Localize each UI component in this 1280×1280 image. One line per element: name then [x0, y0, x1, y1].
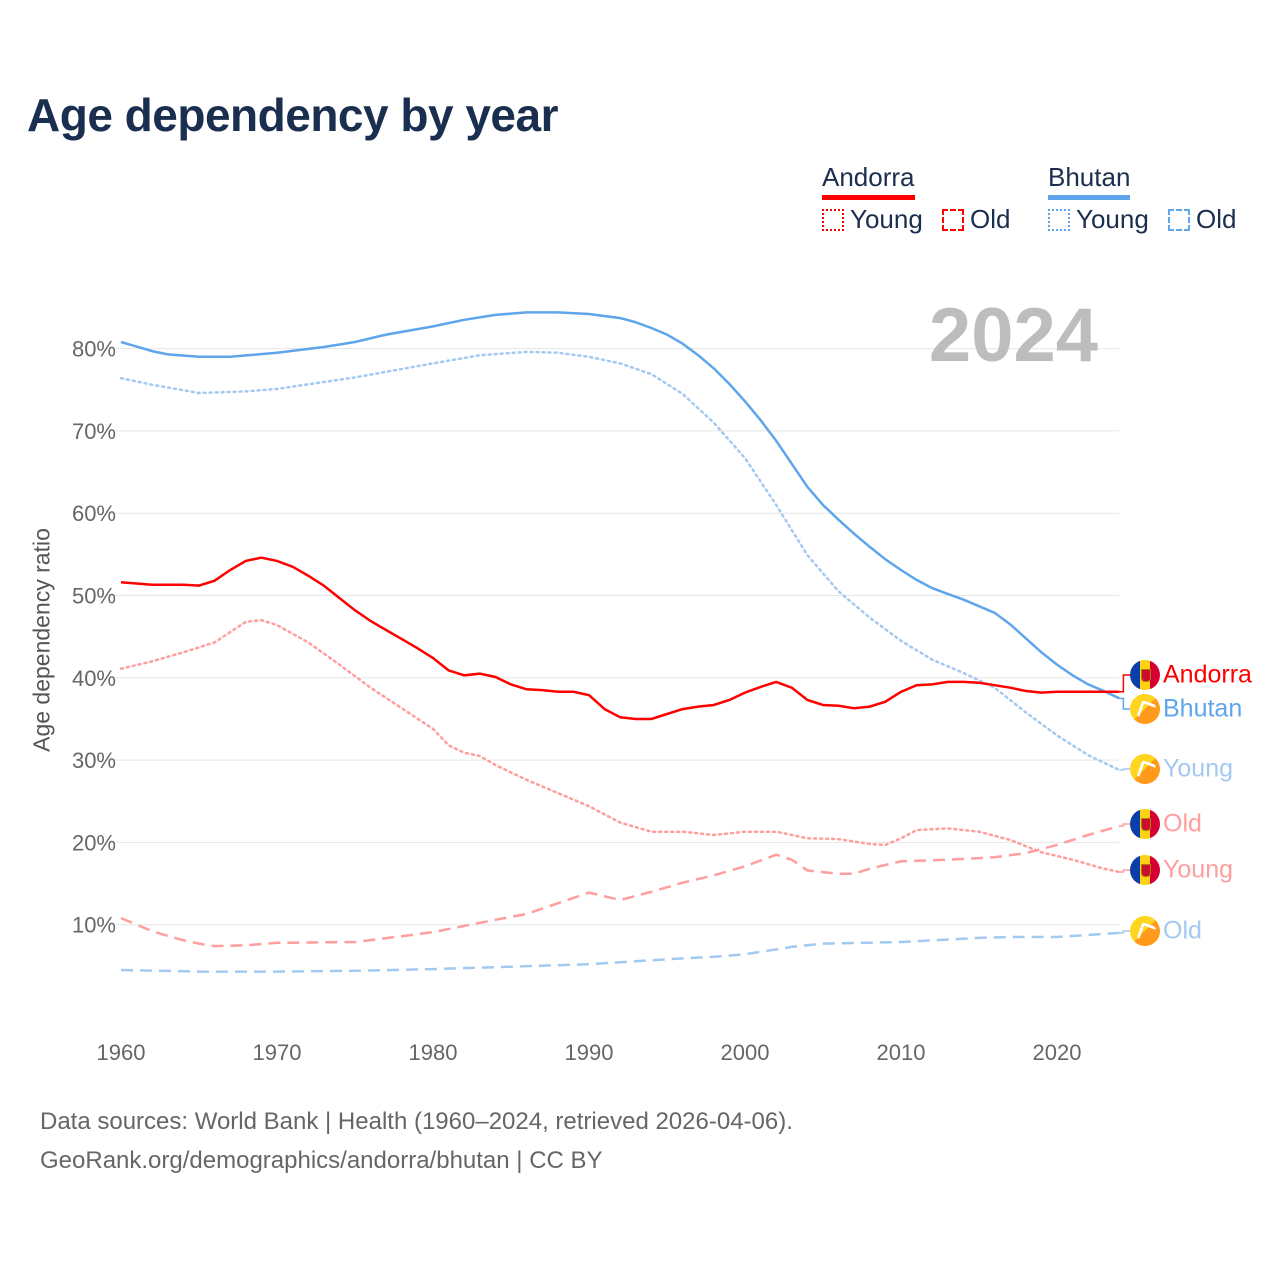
end-label: Young [1163, 754, 1233, 783]
dashed-swatch-icon [1168, 208, 1190, 231]
bhutan-flag-icon [1130, 754, 1160, 784]
x-tick-label: 2010 [877, 1040, 926, 1065]
end-label: Old [1163, 809, 1202, 838]
y-tick-label: 40% [72, 666, 116, 691]
legend-andorra-young[interactable]: Young [822, 204, 923, 235]
end-label-connector [1119, 674, 1132, 693]
end-label-connector [1119, 697, 1132, 710]
end-label: Young [1163, 855, 1233, 884]
legend-label: Young [1076, 204, 1149, 234]
end-label-connector [1119, 869, 1132, 873]
dotted-swatch-icon [1048, 208, 1070, 231]
andorra-flag-icon [1130, 660, 1160, 690]
chart-title: Age dependency by year [27, 89, 558, 141]
x-tick-label: 2020 [1033, 1040, 1082, 1065]
x-tick-label: 1960 [97, 1040, 146, 1065]
legend-label: Old [970, 204, 1011, 234]
andorra-flag-icon [1130, 855, 1160, 885]
legend-andorra[interactable]: Andorra [822, 162, 915, 200]
series-line-andorra-young [119, 618, 1121, 874]
legend-bhutan-old[interactable]: Old [1168, 204, 1236, 235]
legend-label: Old [1196, 204, 1237, 234]
legend-label: Young [850, 204, 923, 234]
y-axis-label: Age dependency ratio [28, 528, 55, 752]
end-label: Andorra [1163, 660, 1252, 689]
dotted-swatch-icon [822, 208, 844, 231]
y-tick-label: 30% [72, 748, 116, 773]
end-label-connector [1119, 930, 1132, 934]
series-line-andorra-old [120, 824, 1120, 948]
dashed-swatch-icon [942, 208, 964, 231]
series-line-bhutan-old [120, 931, 1120, 973]
y-tick-label: 20% [72, 830, 116, 855]
y-tick-label: 60% [72, 501, 116, 526]
legend-bhutan-young[interactable]: Young [1048, 204, 1149, 235]
andorra-flag-icon [1130, 809, 1160, 839]
legend-andorra-old[interactable]: Old [942, 204, 1010, 235]
bhutan-flag-icon [1130, 694, 1160, 724]
x-tick-label: 2000 [721, 1040, 770, 1065]
legend-bhutan[interactable]: Bhutan [1048, 162, 1131, 200]
end-label: Old [1163, 916, 1202, 945]
end-label: Bhutan [1163, 694, 1243, 723]
bhutan-flag-icon [1130, 916, 1160, 946]
footer-sources: Data sources: World Bank | Health (1960–… [40, 1108, 793, 1135]
end-label-connector [1119, 768, 1132, 771]
footer-link[interactable]: GeoRank.org/demographics/andorra/bhutan … [40, 1147, 603, 1174]
series-line-bhutan [120, 311, 1120, 700]
x-tick-label: 1990 [565, 1040, 614, 1065]
y-tick-label: 70% [72, 419, 116, 444]
series-line-bhutan-young [119, 350, 1121, 772]
x-tick-label: 1980 [409, 1040, 458, 1065]
end-label-connector [1119, 823, 1132, 827]
y-tick-label: 10% [72, 913, 116, 938]
year-watermark: 2024 [928, 293, 1098, 378]
y-tick-label: 80% [72, 337, 116, 362]
x-tick-label: 1970 [253, 1040, 302, 1065]
y-tick-label: 50% [72, 584, 116, 609]
series-line-andorra [120, 556, 1120, 721]
